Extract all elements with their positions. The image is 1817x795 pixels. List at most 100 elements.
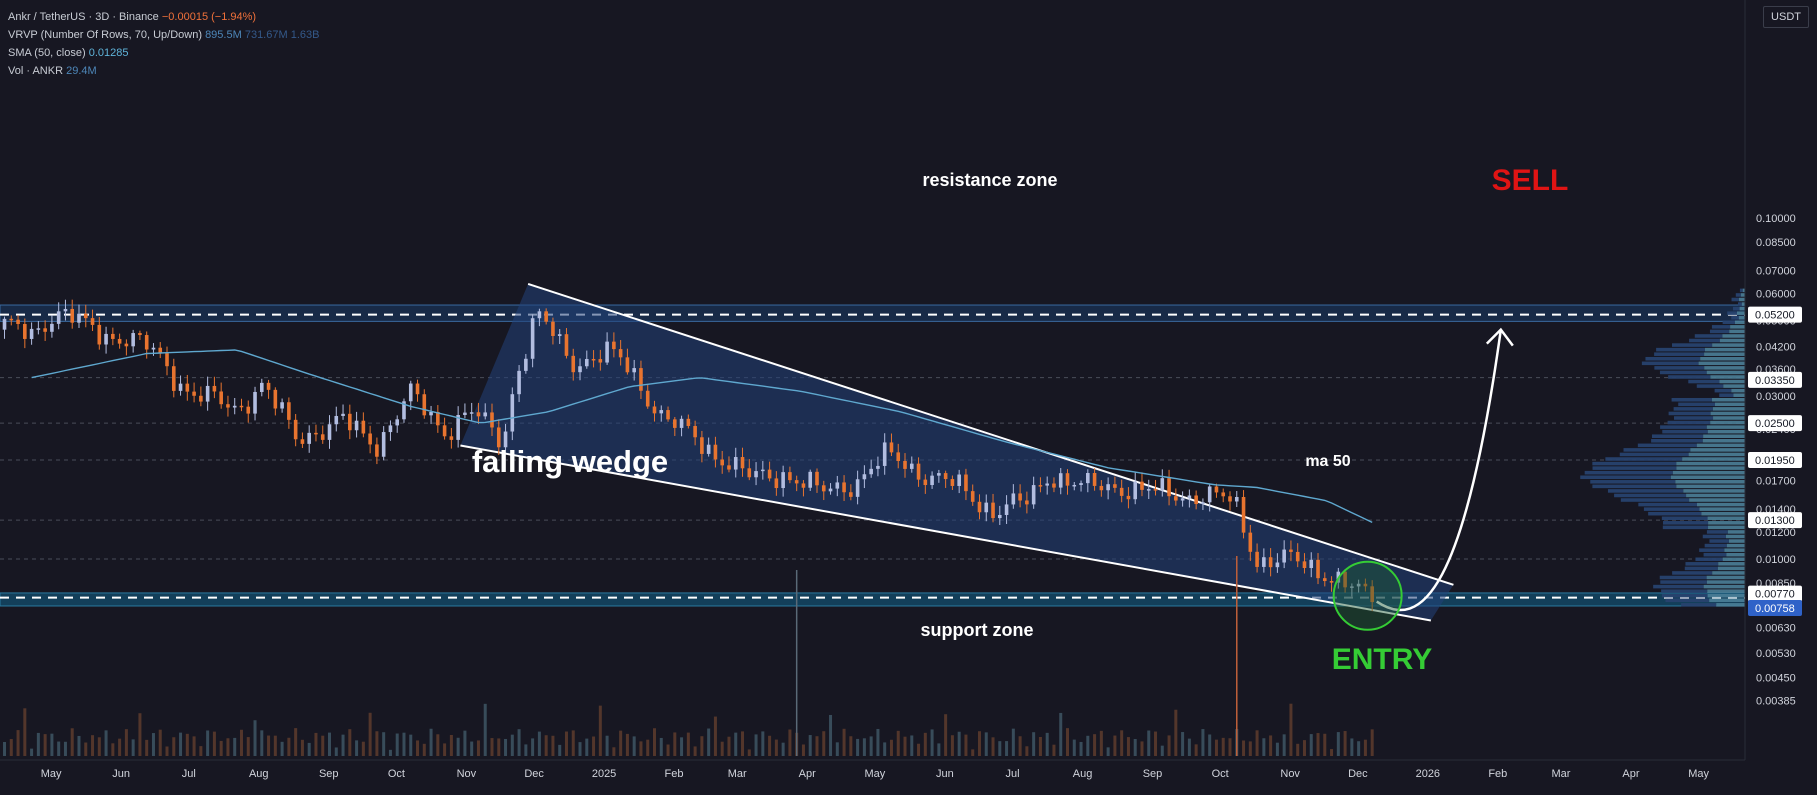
volume-bar: [1309, 734, 1313, 756]
volume-bar: [253, 720, 257, 756]
volume-bar: [490, 738, 494, 756]
profile-row-up: [1707, 429, 1745, 434]
time-axis[interactable]: May Jun Jul Aug Sep Oct Nov Dec 2025 Feb Mar Apr May…: [0, 759, 1745, 780]
legend-sma-row[interactable]: SMA (50, close) 0.01285: [8, 44, 319, 62]
time-tick-label: Jun: [936, 768, 954, 780]
volume-bar: [720, 741, 724, 756]
legend-vol-row[interactable]: Vol · ANKR 29.4M: [8, 62, 319, 80]
profile-row-up: [1711, 397, 1745, 402]
last-price-tag: [1748, 600, 1802, 616]
candle-up: [1180, 498, 1185, 501]
candle-down: [1174, 496, 1178, 501]
candle-down: [158, 347, 163, 354]
volume-bar: [1174, 709, 1178, 756]
candle-up: [1309, 559, 1314, 569]
candle-down: [320, 434, 325, 440]
candle-down: [903, 460, 907, 469]
volume-bar: [808, 735, 812, 756]
candle-down: [923, 479, 928, 486]
candle-down: [1268, 557, 1273, 568]
volume-bar: [564, 731, 568, 756]
volume-bar: [280, 741, 284, 756]
candle-down: [23, 324, 27, 339]
price-level-label: 0.00770: [1755, 589, 1795, 601]
price-level-label: 0.05200: [1755, 310, 1795, 322]
profile-row-down: [1645, 356, 1701, 361]
candle-down: [199, 395, 203, 402]
profile-row-up: [1710, 420, 1745, 425]
legend-vrvp-row[interactable]: VRVP (Number Of Rows, 70, Up/Down) 895.5…: [8, 26, 319, 44]
volume-bar: [903, 736, 907, 756]
profile-row-up: [1712, 571, 1745, 575]
profile-row-up: [1725, 534, 1745, 539]
profile-row-up: [1676, 484, 1745, 489]
volume-bar: [910, 735, 914, 756]
volume-bar: [23, 708, 27, 756]
profile-row-up: [1706, 575, 1745, 580]
volume-bar: [524, 744, 528, 756]
candle-down: [1316, 559, 1320, 579]
candle-down: [165, 353, 169, 367]
candle-down: [1295, 551, 1300, 562]
price-axis[interactable]: 0.100000.085000.070000.060000.050000.042…: [1744, 0, 1817, 790]
volume-bar: [206, 730, 210, 756]
vol-value: 29.4M: [66, 65, 97, 77]
candle-down: [1329, 581, 1334, 583]
candle-down: [219, 391, 223, 405]
profile-row-down: [1623, 448, 1691, 452]
profile-row-up: [1740, 293, 1745, 297]
arrow-head: [1485, 327, 1514, 347]
falling-wedge-label: falling wedge: [472, 444, 668, 479]
candle-up: [733, 457, 738, 470]
volume-bar: [470, 741, 474, 756]
profile-row-up: [1700, 356, 1745, 361]
volume-bar: [869, 736, 873, 756]
volume-bar: [971, 749, 975, 756]
price-level-label: 0.01950: [1755, 455, 1795, 467]
volume-bar: [1147, 730, 1151, 756]
profile-row-up: [1703, 434, 1745, 439]
volume-bar: [111, 743, 115, 756]
support-zone-label: support zone: [921, 620, 1034, 640]
volume-bar: [50, 733, 54, 756]
volume-bar: [1072, 739, 1076, 756]
currency-button[interactable]: USDT: [1763, 6, 1809, 28]
candle-down: [375, 444, 379, 457]
candle-down: [449, 436, 454, 440]
volume-bar: [70, 728, 74, 756]
candle-up: [1072, 484, 1077, 487]
volume-bar: [1336, 732, 1340, 756]
candle-up: [29, 328, 34, 339]
candle-up: [259, 382, 264, 392]
volume-bar: [896, 730, 900, 756]
candle-down: [1302, 561, 1307, 569]
candle-up: [50, 323, 54, 332]
volume-bar: [348, 729, 352, 756]
volume-bar: [585, 738, 589, 756]
volume-bar: [97, 737, 101, 756]
legend-symbol-row[interactable]: Ankr / TetherUS · 3D · Binance −0.00015 …: [8, 8, 319, 26]
volume-bar: [659, 737, 663, 756]
candle-down: [9, 318, 14, 321]
price-change: −0.00015 (−1.94%): [161, 11, 257, 23]
candle-up: [517, 370, 521, 395]
candle-down: [300, 439, 305, 444]
candle-up: [456, 415, 460, 440]
wedge-upper-line: [527, 282, 1454, 586]
candle-down: [977, 501, 982, 513]
profile-row-down: [1614, 493, 1687, 498]
profile-row-down: [1685, 562, 1719, 566]
profile-row-up: [1714, 402, 1745, 407]
candle-down: [246, 406, 251, 414]
volume-bar: [151, 733, 155, 756]
vrvp-down: 1.63B: [290, 29, 320, 41]
volume-bar: [456, 737, 460, 756]
candle-down: [1363, 583, 1368, 587]
volume-bar: [531, 738, 535, 756]
candle-down: [774, 478, 779, 489]
candle-down: [1099, 485, 1104, 491]
profile-row-down: [1648, 511, 1702, 516]
candle-up: [402, 401, 406, 420]
